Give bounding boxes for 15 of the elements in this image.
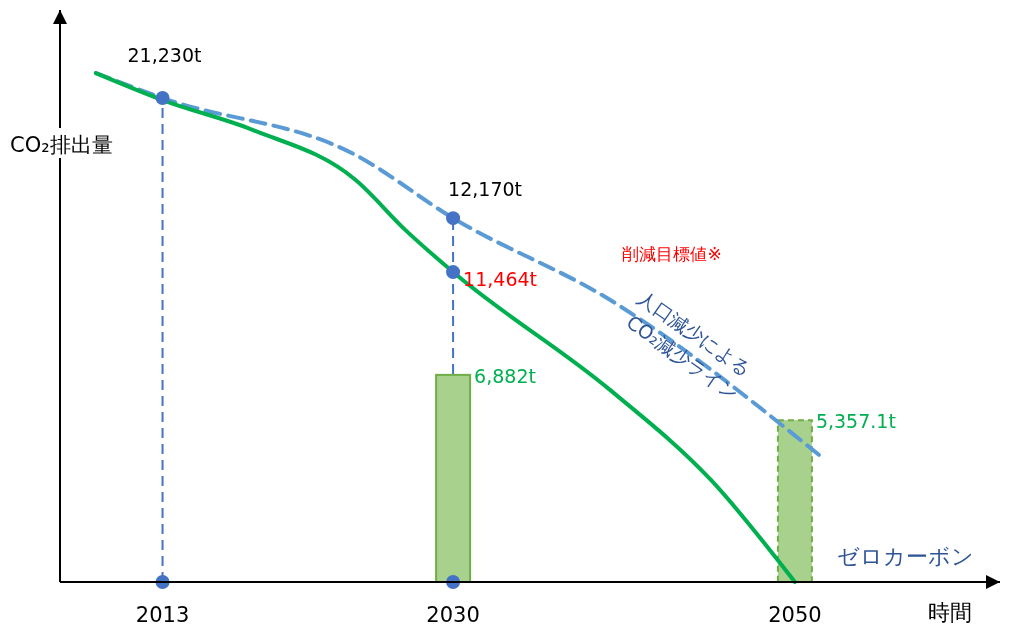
annotation: 6,882t [474,364,536,387]
annotation: 11,464t [463,267,538,290]
x-axis-title: 時間 [928,600,972,625]
point [446,211,461,226]
annotation: ゼロカーボン [836,544,974,569]
point [155,91,170,106]
y-axis-title: CO₂排出量 [10,133,113,157]
x-tick-label: 2013 [135,603,190,627]
annotation: 5,357.1t [815,409,896,432]
annotation: 12,170t [448,177,523,200]
point [446,265,461,280]
x-tick-label: 2030 [426,603,480,627]
annotation: 21,230t [127,43,202,66]
annotation: 削減目標値※ [622,244,722,264]
x-tick-label: 2050 [768,603,822,627]
